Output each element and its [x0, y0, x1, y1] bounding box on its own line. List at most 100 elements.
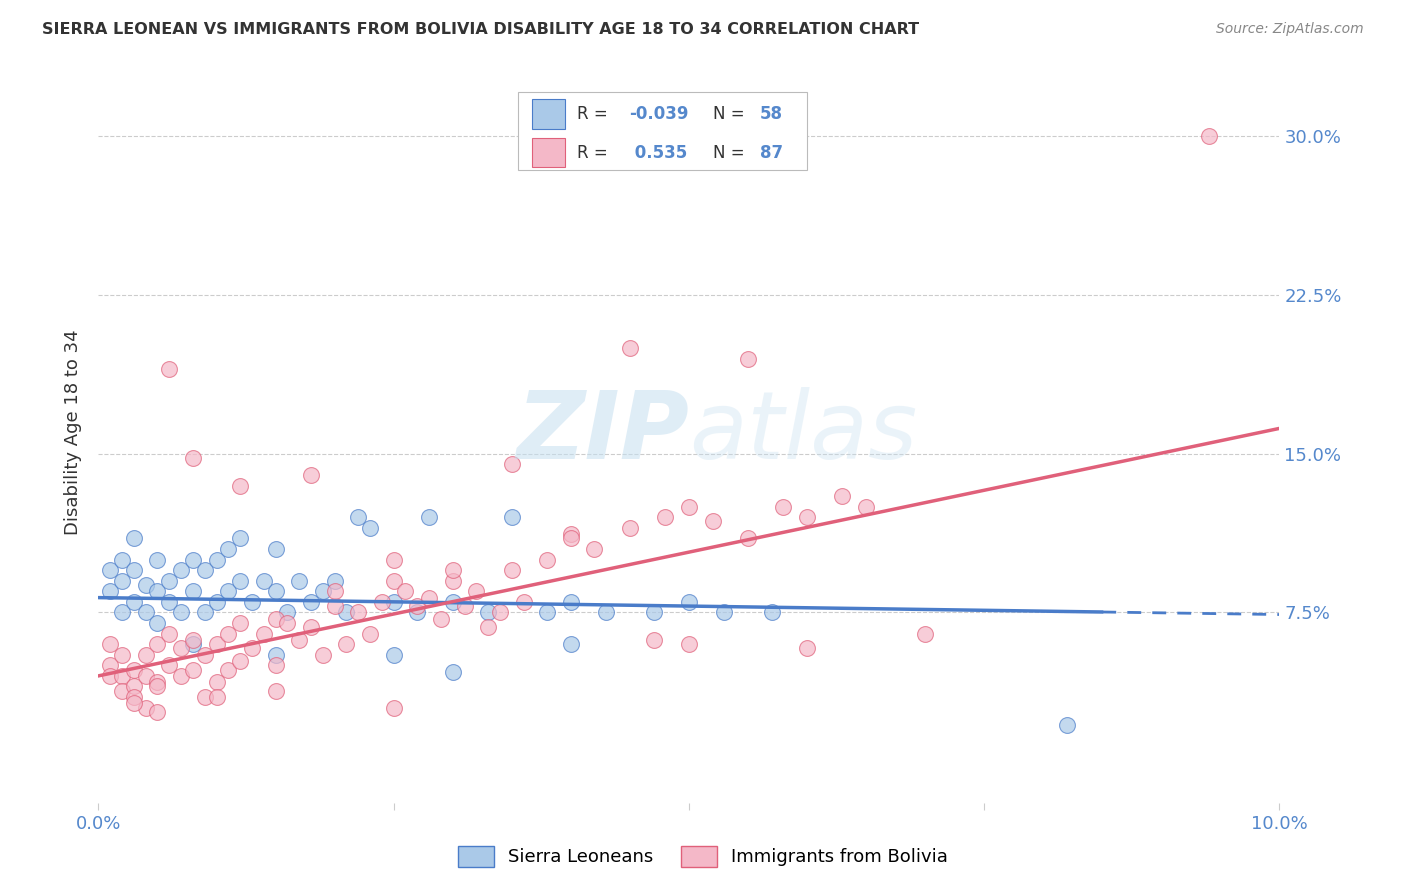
Point [501, 563, 523, 577]
Point [229, 478, 252, 492]
Point [146, 675, 169, 690]
Point [264, 612, 287, 626]
Legend: Sierra Leoneans, Immigrants from Bolivia: Sierra Leoneans, Immigrants from Bolivia [450, 838, 956, 874]
Point [335, 637, 357, 651]
Point [299, 595, 322, 609]
Point [347, 606, 370, 620]
Point [678, 595, 700, 609]
Point [406, 606, 429, 620]
Point [135, 578, 157, 592]
Text: SIERRA LEONEAN VS IMMIGRANTS FROM BOLIVIA DISABILITY AGE 18 TO 34 CORRELATION CH: SIERRA LEONEAN VS IMMIGRANTS FROM BOLIVI… [42, 22, 920, 37]
Point [264, 541, 287, 556]
Text: ZIP: ZIP [516, 386, 689, 479]
Point [264, 658, 287, 673]
Point [441, 574, 464, 588]
Point [702, 515, 724, 529]
Point [229, 532, 252, 546]
Point [170, 641, 193, 656]
Point [654, 510, 676, 524]
Point [229, 615, 252, 630]
Point [253, 574, 276, 588]
FancyBboxPatch shape [531, 99, 565, 128]
Point [229, 574, 252, 588]
Point [217, 663, 239, 677]
Point [157, 595, 180, 609]
Point [323, 574, 346, 588]
Point [264, 683, 287, 698]
Point [855, 500, 877, 514]
Point [111, 669, 134, 683]
Point [170, 606, 193, 620]
Point [205, 552, 228, 566]
Point [619, 341, 641, 355]
Point [111, 648, 134, 662]
Point [146, 680, 169, 694]
Point [157, 658, 180, 673]
Point [276, 615, 298, 630]
Point [111, 552, 134, 566]
Point [122, 690, 145, 704]
Point [299, 620, 322, 634]
Point [418, 510, 440, 524]
Point [157, 362, 180, 376]
Point [146, 615, 169, 630]
Point [253, 626, 276, 640]
Point [240, 641, 263, 656]
Point [146, 705, 169, 719]
Point [217, 626, 239, 640]
Point [465, 584, 488, 599]
Point [181, 637, 204, 651]
Point [323, 584, 346, 599]
Point [512, 595, 534, 609]
Point [489, 606, 512, 620]
FancyBboxPatch shape [517, 92, 807, 169]
Point [122, 680, 145, 694]
Point [831, 489, 853, 503]
Point [135, 700, 157, 714]
Point [643, 632, 665, 647]
Point [194, 690, 217, 704]
Text: 0.535: 0.535 [628, 144, 688, 161]
Point [678, 500, 700, 514]
Point [181, 552, 204, 566]
Point [914, 626, 936, 640]
Point [157, 574, 180, 588]
Point [678, 637, 700, 651]
Point [359, 521, 381, 535]
Point [536, 552, 558, 566]
Point [98, 563, 121, 577]
Point [501, 510, 523, 524]
Point [441, 595, 464, 609]
Point [98, 637, 121, 651]
Point [382, 595, 405, 609]
Point [312, 648, 335, 662]
Point [111, 574, 134, 588]
Point [170, 669, 193, 683]
Point [536, 606, 558, 620]
Point [122, 563, 145, 577]
Text: atlas: atlas [689, 387, 917, 478]
Point [122, 697, 145, 711]
Point [441, 563, 464, 577]
Point [181, 584, 204, 599]
Point [737, 351, 759, 366]
Point [98, 584, 121, 599]
Point [583, 541, 606, 556]
Point [1198, 129, 1220, 144]
Point [359, 626, 381, 640]
Text: R =: R = [576, 105, 607, 123]
Point [335, 606, 357, 620]
Point [312, 584, 335, 599]
Point [205, 595, 228, 609]
FancyBboxPatch shape [531, 138, 565, 168]
Point [501, 458, 523, 472]
Point [761, 606, 783, 620]
Point [205, 690, 228, 704]
Point [453, 599, 475, 613]
Point [146, 552, 169, 566]
Point [796, 641, 818, 656]
Point [98, 658, 121, 673]
Point [418, 591, 440, 605]
Point [264, 648, 287, 662]
Point [276, 606, 298, 620]
